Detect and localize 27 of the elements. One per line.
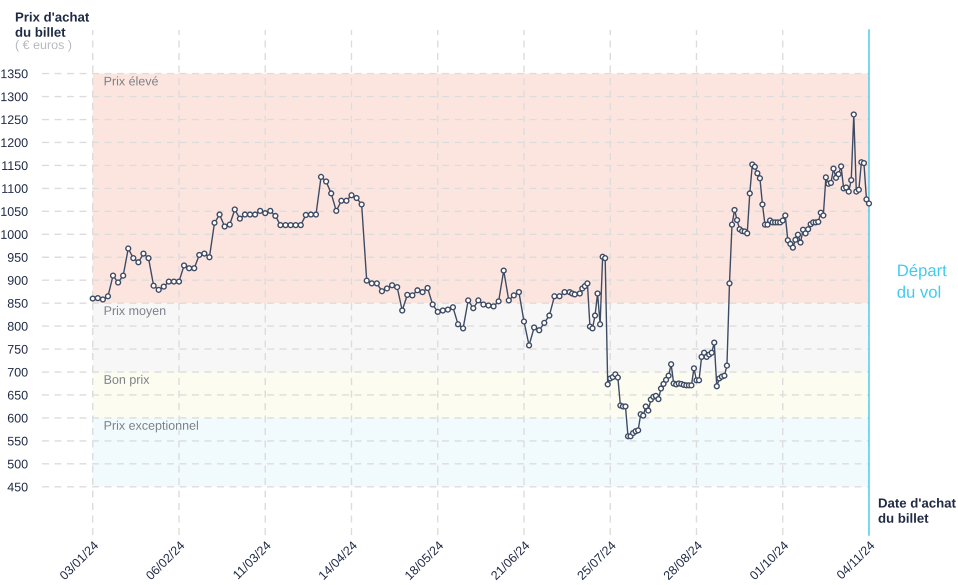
y-tick-label: 1200 [1, 138, 28, 148]
y-axis-title: Prix d'achat du billet [16, 12, 90, 37]
y-tick-label: 1300 [1, 92, 28, 102]
y-tick-label: 650 [8, 390, 28, 400]
y-tick-label: 500 [8, 460, 28, 468]
y-tick-label: 1050 [1, 207, 28, 216]
y-tick-label: 1150 [2, 161, 28, 170]
band-label: Prix moyen [104, 306, 166, 318]
y-tick-label: 750 [8, 344, 28, 354]
y-tick-label: 850 [8, 298, 28, 308]
ref-line-label: Départ du vol [897, 264, 947, 298]
y-tick-label: 550 [8, 436, 28, 446]
band-label: Prix élevé [104, 76, 158, 86]
y-tick-label: 1100 [2, 184, 28, 194]
y-tick-label: 900 [8, 276, 28, 285]
x-axis-title: Date d'achat du billet [878, 498, 956, 523]
y-tick-label: 700 [8, 368, 28, 377]
y-tick-label: 1000 [1, 230, 28, 239]
y-tick-label: 450 [8, 482, 28, 492]
y-tick-label: 800 [8, 322, 28, 331]
y-tick-label: 1350 [1, 69, 28, 78]
annotation: ( € euros ) [16, 40, 72, 52]
y-tick-label: 950 [8, 253, 28, 262]
y-tick-label: 600 [8, 414, 28, 423]
band-label: Bon prix [104, 374, 150, 386]
y-tick-label: 1250 [1, 115, 28, 124]
band-label: Prix exceptionnel [104, 420, 198, 432]
